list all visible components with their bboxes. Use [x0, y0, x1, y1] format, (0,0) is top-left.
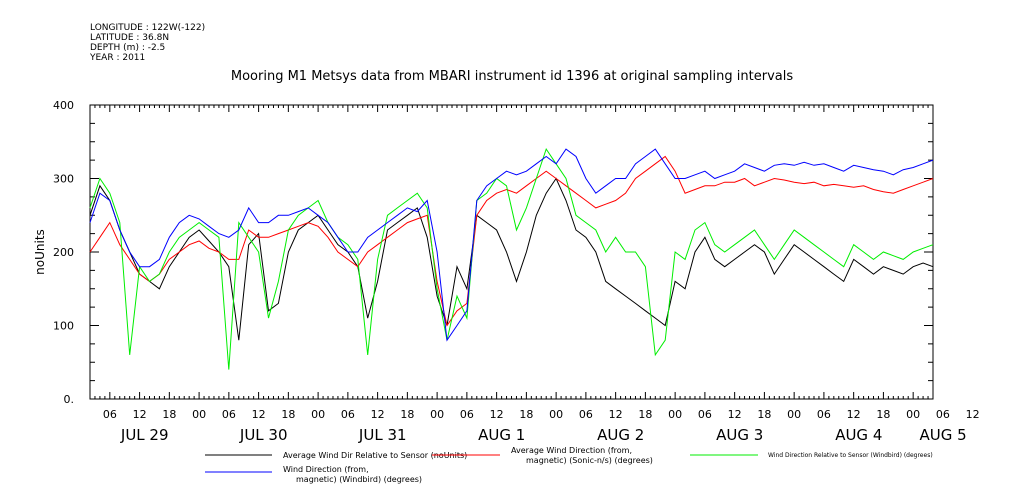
legend-label-4a: Wind Direction (from,	[283, 465, 369, 474]
x-date-label: AUG 2	[597, 426, 644, 444]
y-axis-label: noUnits	[33, 229, 47, 275]
chart-title: Mooring M1 Metsys data from MBARI instru…	[231, 69, 793, 84]
plot-frame	[89, 104, 934, 400]
meta-year: YEAR : 2011	[89, 53, 145, 63]
x-tick-label: 18	[876, 408, 890, 421]
x-tick-label: 18	[757, 408, 771, 421]
x-tick-label: 00	[549, 408, 563, 421]
series-layer	[89, 147, 934, 370]
x-tick-label: 18	[400, 408, 414, 421]
series-line-4	[89, 148, 934, 342]
x-tick-label: 18	[281, 408, 295, 421]
series-line-3	[89, 147, 934, 370]
x-date-label: AUG 3	[716, 426, 763, 444]
legend-label-1: Average Wind Dir Relative to Sensor (noU…	[283, 451, 467, 460]
legend-label-2a: Average Wind Direction (from,	[511, 446, 632, 455]
x-tick-label: 00	[906, 408, 920, 421]
y-tick-label: 300	[53, 173, 74, 186]
x-tick-label: 12	[371, 408, 385, 421]
x-tick-label: 06	[460, 408, 474, 421]
meta-latitude: LATITUDE : 36.8N	[90, 33, 169, 43]
x-tick-label: 06	[817, 408, 831, 421]
x-tick-label: 12	[847, 408, 861, 421]
x-date-label: AUG 4	[835, 426, 882, 444]
x-tick-label: 18	[638, 408, 652, 421]
series-line-1	[89, 177, 934, 341]
x-date-label: JUL 30	[239, 426, 288, 444]
x-tick-label: 06	[936, 408, 950, 421]
x-tick-label: 00	[430, 408, 444, 421]
x-tick-label: 06	[698, 408, 712, 421]
y-tick-label: 200	[53, 246, 74, 259]
x-date-label: AUG 1	[478, 426, 525, 444]
x-tick-label: 06	[579, 408, 593, 421]
x-tick-label: 06	[103, 408, 117, 421]
meta-depth: DEPTH (m) : -2.5	[90, 43, 165, 53]
x-tick-label: 12	[252, 408, 266, 421]
x-date-label: AUG 5	[919, 426, 966, 444]
x-tick-label: 12	[490, 408, 504, 421]
x-tick-label: 18	[162, 408, 176, 421]
x-date-label: JUL 31	[358, 426, 407, 444]
x-tick-label: 12	[609, 408, 623, 421]
x-date-label: JUL 29	[120, 426, 169, 444]
legend-label-4b: magnetic) (Windbird) (degrees)	[296, 475, 422, 484]
x-tick-label: 00	[192, 408, 206, 421]
x-tick-label: 00	[311, 408, 325, 421]
y-tick-label: 400	[53, 99, 74, 112]
x-tick-label: 00	[787, 408, 801, 421]
legend-label-2b: magnetic) (Sonic-n/s) (degrees)	[526, 456, 653, 465]
meta-longitude: LONGITUDE : 122W(-122)	[90, 23, 205, 33]
series-line-2	[89, 155, 934, 327]
x-tick-label: 12	[728, 408, 742, 421]
x-tick-label: 12	[133, 408, 147, 421]
x-tick-label: 06	[341, 408, 355, 421]
legend-label-3: Wind Direction Relative to Sensor (Windb…	[768, 452, 933, 459]
y-tick-label: 100	[53, 320, 74, 333]
x-tick-label: 06	[222, 408, 236, 421]
y-ticks: 0. 100 200 300 400	[53, 99, 933, 406]
x-tick-label: 00	[668, 408, 682, 421]
x-tick-label: 18	[519, 408, 533, 421]
y-tick-label: 0.	[64, 393, 75, 406]
x-tick-label: 12	[966, 408, 980, 421]
x-ticks: 06 12 18 00 06 12 18 00 06 12 18 00 06 12 18 00 06 12 18 00…	[89, 105, 980, 444]
legend: Average Wind Dir Relative to Sensor (noU…	[205, 446, 933, 484]
